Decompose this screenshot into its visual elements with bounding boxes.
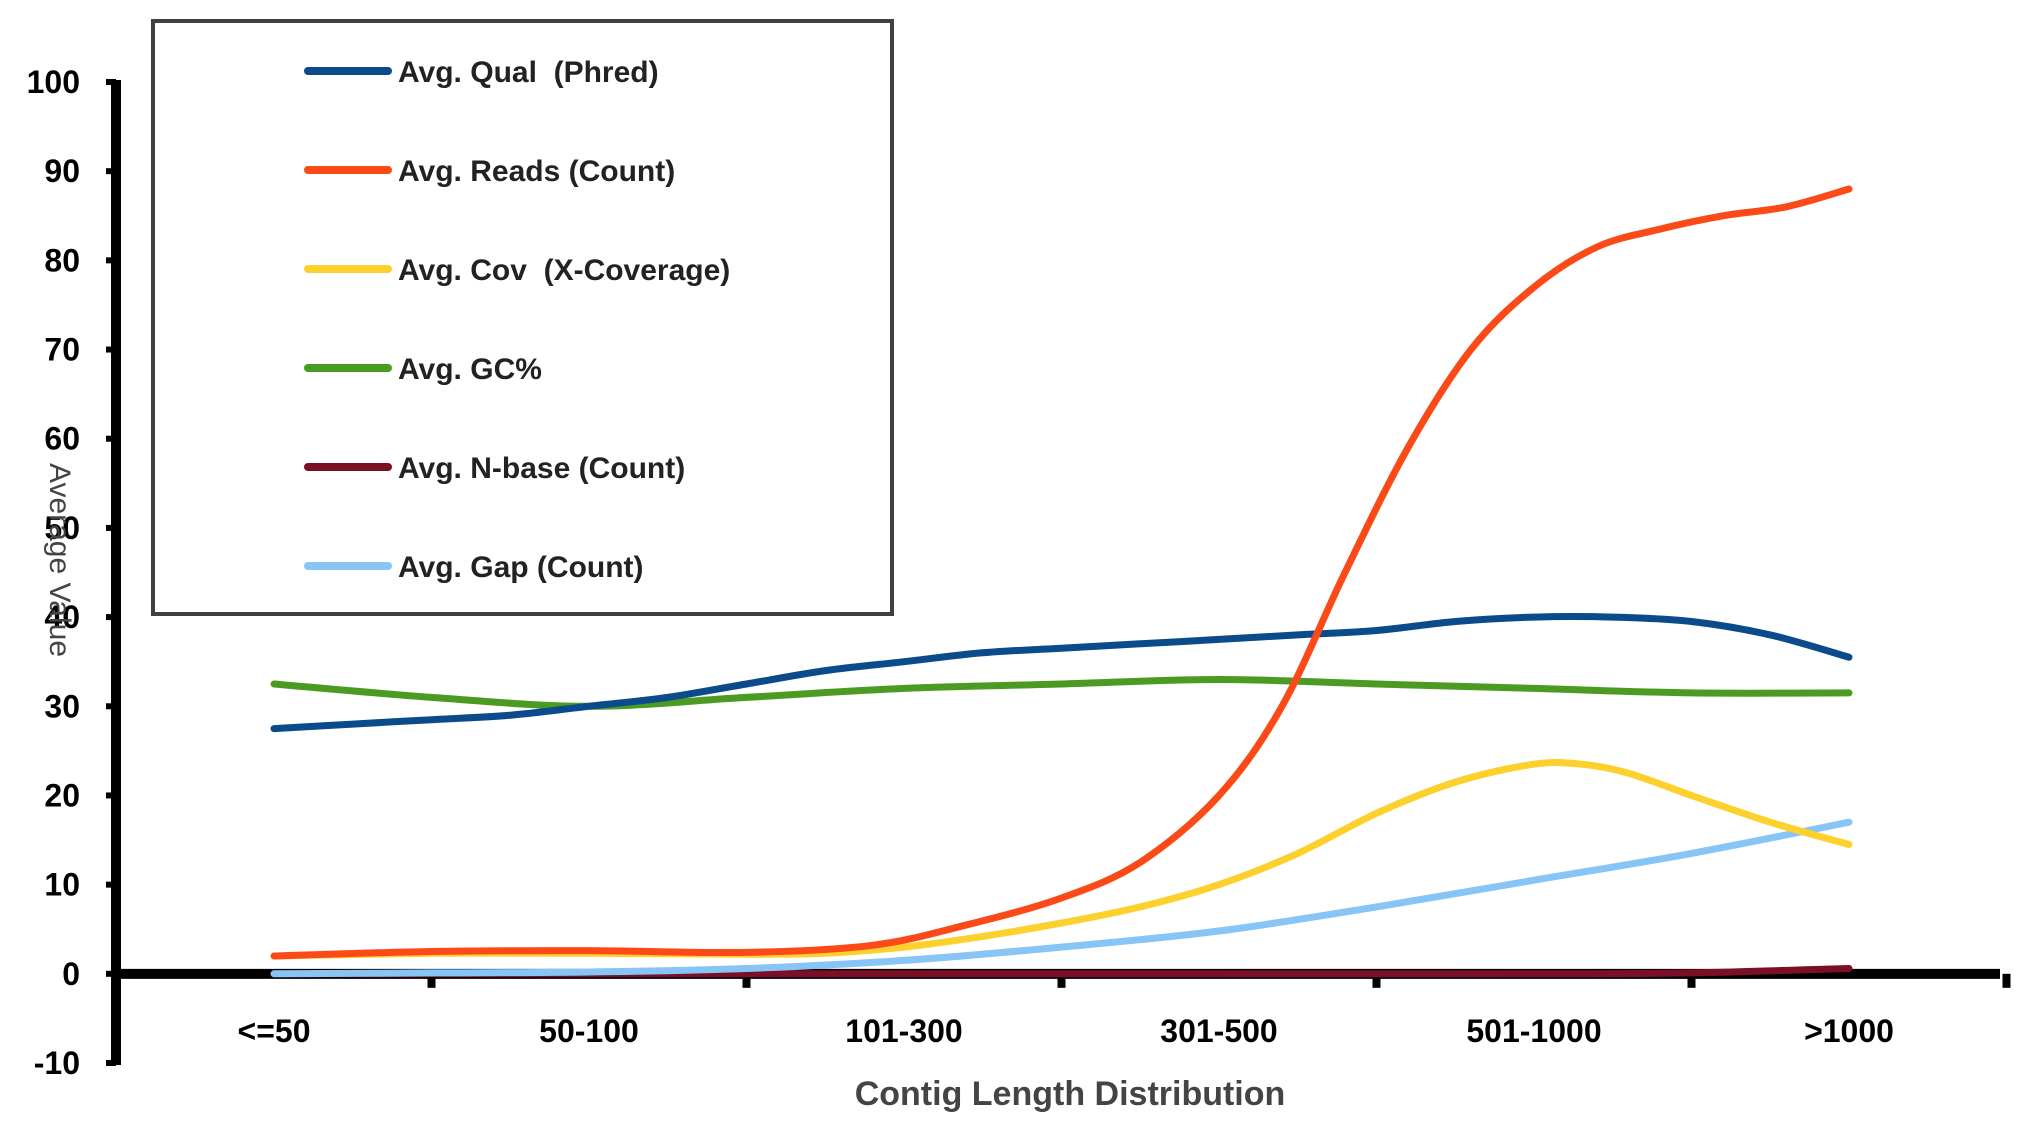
y-tick-label: 30	[44, 688, 80, 724]
y-tick-label: 80	[44, 242, 80, 278]
legend-label-avg-n-base-count: Avg. N-base (Count)	[398, 452, 685, 485]
y-tick-label: 70	[44, 332, 80, 368]
x-axis-title: Contig Length Distribution	[855, 1075, 1286, 1113]
y-tick-label: 60	[44, 421, 80, 457]
series-line-avg-gc	[270, 676, 1853, 710]
x-tick-label: 50-100	[539, 1013, 639, 1049]
x-tick-label: 101-300	[845, 1013, 962, 1049]
x-tick-label: <=50	[238, 1013, 311, 1049]
legend-label-avg-cov-x-coverage: Avg. Cov (X-Coverage)	[398, 254, 730, 287]
legend-label-avg-reads-count: Avg. Reads (Count)	[398, 155, 675, 188]
y-axis-title: Average Value	[43, 463, 76, 657]
series-line-avg-cov-x-coverage	[270, 759, 1853, 960]
y-tick-label: 0	[62, 956, 80, 992]
y-tick-label: 20	[44, 777, 80, 813]
series-layer	[270, 185, 1853, 978]
legend: Avg. Qual (Phred) Avg. Reads (Count) Avg. …	[151, 19, 894, 616]
legend-label-avg-qual-phred: Avg. Qual (Phred)	[398, 56, 659, 89]
x-tick-label: 301-500	[1160, 1013, 1277, 1049]
legend-label-avg-gap-count: Avg. Gap (Count)	[398, 551, 644, 584]
y-tick-label: 10	[44, 867, 80, 903]
y-tick-label: 50	[44, 510, 80, 546]
y-tick-label: 40	[44, 599, 80, 635]
legend-box	[151, 19, 894, 616]
x-tick-label: >1000	[1804, 1013, 1894, 1049]
series-line-avg-gap-count	[270, 818, 1853, 978]
y-tick-label: 100	[27, 64, 80, 100]
legend-label-avg-gc: Avg. GC%	[398, 353, 542, 386]
series-line-avg-reads-count	[270, 185, 1853, 960]
labels: Contig Length Distribution Average Value	[43, 463, 1285, 1113]
x-tick-label: 501-1000	[1466, 1013, 1601, 1049]
y-tick-label: -10	[34, 1045, 80, 1081]
y-tick-label: 90	[44, 153, 80, 189]
series-line-avg-qual-phred	[270, 613, 1853, 733]
